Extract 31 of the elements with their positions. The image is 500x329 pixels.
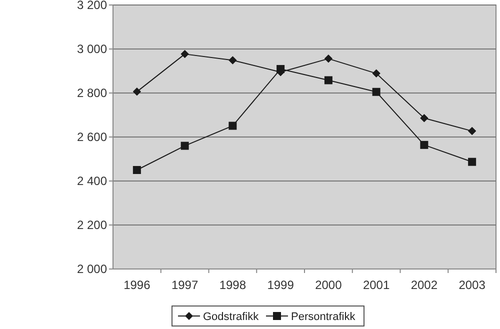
point bbox=[324, 76, 332, 84]
point bbox=[468, 158, 476, 166]
x-tick-label: 2000 bbox=[315, 278, 342, 292]
y-tick-label: 2 200 bbox=[76, 218, 108, 232]
y-tick-label: 2 000 bbox=[76, 262, 108, 276]
point bbox=[228, 56, 237, 64]
point bbox=[228, 122, 237, 130]
point bbox=[468, 127, 476, 136]
x-tick-label: 2001 bbox=[362, 278, 390, 292]
y-tick-label: 3 200 bbox=[76, 0, 108, 12]
x-tick-label: 1996 bbox=[124, 278, 151, 292]
legend-label: Godstrafikk bbox=[203, 310, 260, 323]
x-tick-label: 2003 bbox=[458, 278, 486, 292]
x-tick-label: 1997 bbox=[171, 278, 198, 292]
point bbox=[180, 142, 189, 150]
point bbox=[132, 166, 141, 174]
y-tick-label: 3 000 bbox=[76, 42, 108, 56]
point bbox=[180, 50, 189, 58]
legend-label: Persontrafikk bbox=[291, 310, 356, 323]
y-tick-label: 2 800 bbox=[76, 86, 108, 100]
y-tick-label: 2 600 bbox=[76, 130, 108, 144]
x-tick-label: 1998 bbox=[219, 278, 246, 292]
x-tick-label: 2002 bbox=[410, 278, 438, 292]
point bbox=[372, 69, 380, 78]
point bbox=[372, 88, 380, 96]
point bbox=[132, 88, 141, 96]
x-tick-label: 1999 bbox=[267, 278, 294, 292]
y-tick-label: 2 400 bbox=[76, 174, 108, 188]
point bbox=[324, 54, 332, 63]
point bbox=[420, 140, 428, 149]
point bbox=[420, 114, 428, 122]
